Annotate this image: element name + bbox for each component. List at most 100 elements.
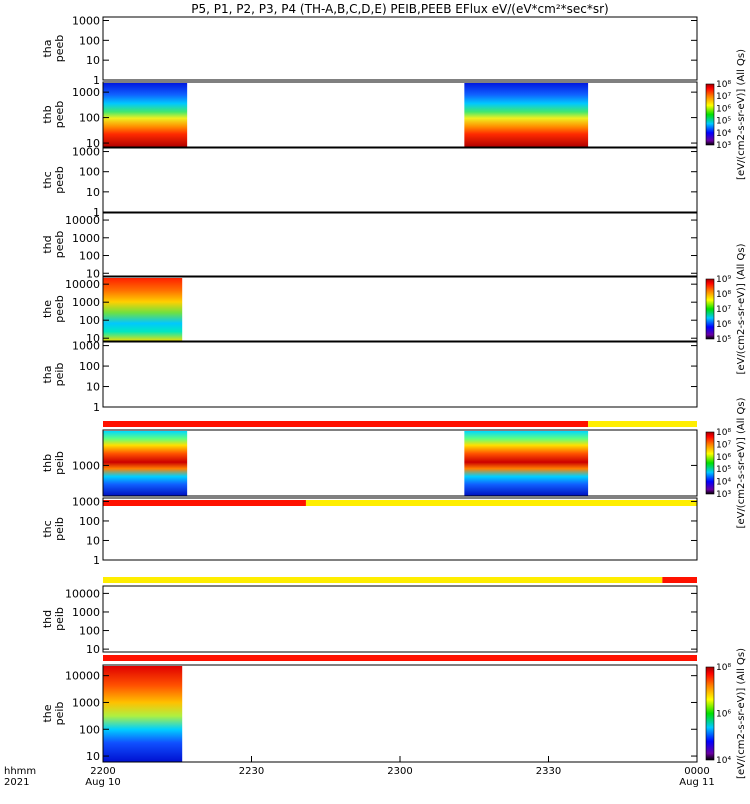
panels-layer: 1 10 100 1000 tha peeb 10 100 1000 thb peeb 10³ 10⁴ 1… bbox=[41, 14, 747, 778]
time-tick-date-1: Aug 10 bbox=[85, 777, 120, 788]
thepeib-label-line2: peib bbox=[53, 702, 66, 726]
panel-thbpeib: 1000 thb peib 10³ 10⁴ 10⁵ 10⁶ 10⁷ 10⁸ [eV/(cm2-s-… bbox=[41, 397, 747, 528]
thepeeb-colorbar-label-1: 10⁵ bbox=[716, 335, 731, 345]
thcpeeb-label-line2: peeb bbox=[53, 166, 66, 194]
thbpeib-label-line2: peib bbox=[53, 451, 66, 475]
thcpeib-quality-segment-2 bbox=[662, 577, 697, 583]
time-tick-label-1: 2200 bbox=[90, 766, 115, 777]
thepeib-frame bbox=[102, 664, 698, 763]
thbpeib-quality-segment-2 bbox=[305, 500, 697, 506]
thepeeb-colorbar-label-2: 10⁶ bbox=[716, 320, 731, 330]
thbpeib-label-line1: thb bbox=[41, 454, 54, 472]
thbpeib-frame bbox=[102, 429, 698, 497]
thapeeb-ytick-label-3: 100 bbox=[79, 34, 100, 47]
thcpeib-ytick-label-3: 100 bbox=[79, 515, 100, 528]
thdpeib-ytick-label-3: 1000 bbox=[72, 606, 100, 619]
thbpeeb-colorbar bbox=[705, 83, 715, 146]
thbpeib-colorbar-label-4: 10⁶ bbox=[716, 453, 731, 463]
thbpeeb-ytick-label-3: 1000 bbox=[72, 86, 100, 99]
thcpeeb-ytick-label-2: 10 bbox=[86, 186, 100, 199]
thdpeib-ytick-label-1: 10 bbox=[86, 643, 100, 656]
thbpeeb-colorbar-label-3: 10⁵ bbox=[716, 117, 731, 127]
thapeib-label-line1: tha bbox=[41, 365, 54, 383]
thepeeb-ytick-label-4: 10000 bbox=[65, 278, 100, 291]
thbpeeb-colorbar-label-5: 10⁷ bbox=[716, 92, 731, 102]
thapeeb-ytick-label-2: 10 bbox=[86, 54, 100, 67]
thapeib-label-line2: peib bbox=[53, 363, 66, 387]
thepeib-data-block-1 bbox=[103, 666, 183, 762]
thdpeib-ytick-label-2: 100 bbox=[79, 625, 100, 638]
thepeeb-colorbar-label-4: 10⁸ bbox=[716, 290, 731, 300]
thbpeib-ytick-label-1: 1000 bbox=[72, 459, 100, 472]
panel-thapeeb: 1 10 100 1000 tha peeb bbox=[41, 14, 698, 87]
thepeeb-ytick-label-3: 1000 bbox=[72, 296, 100, 309]
panel-thbpeeb: 10 100 1000 thb peeb 10³ 10⁴ 10⁵ 10⁶ 10⁷ 10⁸ [eV/(c… bbox=[41, 49, 747, 180]
thapeib-frame bbox=[102, 341, 698, 408]
thdpeeb-label-line2: peeb bbox=[53, 231, 66, 259]
thbpeib-quality-segment-1 bbox=[103, 500, 306, 506]
thepeib-colorbar-label-3: 10⁸ bbox=[716, 663, 731, 673]
thapeib-ytick-label-3: 100 bbox=[79, 360, 100, 373]
thepeeb-colorbar bbox=[705, 278, 715, 340]
thepeib-colorbar-label-1: 10⁴ bbox=[716, 756, 731, 766]
time-tick-label-2: 2230 bbox=[239, 766, 264, 777]
thdpeib-ytick-label-4: 10000 bbox=[65, 587, 100, 600]
time-axis-row2-label: 2021 bbox=[4, 777, 29, 788]
thbpeeb-colorbar-label-2: 10⁴ bbox=[716, 129, 731, 139]
thcpeib-frame bbox=[102, 497, 698, 561]
thcpeib-label-line1: thc bbox=[41, 520, 54, 537]
thbpeeb-colorbar-title: [eV/(cm2-s-sr-eV)] (All Qs) bbox=[736, 49, 747, 180]
thbpeeb-colorbar-label-4: 10⁶ bbox=[716, 104, 731, 114]
thepeib-colorbar-label-2: 10⁶ bbox=[716, 710, 731, 720]
thapeib-ytick-label-1: 1 bbox=[93, 401, 100, 414]
thdpeeb-ytick-label-3: 1000 bbox=[72, 232, 100, 245]
thdpeeb-frame bbox=[102, 212, 698, 277]
thdpeeb-ytick-label-2: 100 bbox=[79, 250, 100, 263]
thcpeeb-ytick-label-3: 100 bbox=[79, 166, 100, 179]
thcpeib-quality-segment-1 bbox=[103, 577, 663, 583]
thbpeeb-ytick-label-2: 100 bbox=[79, 112, 100, 125]
thepeeb-label-line2: peeb bbox=[53, 295, 66, 323]
thcpeib-ytick-label-4: 1000 bbox=[72, 495, 100, 508]
thdpeeb-ytick-label-4: 10000 bbox=[65, 214, 100, 227]
thapeib-quality-segment-1 bbox=[103, 421, 589, 427]
thepeib-colorbar-title: [eV/(cm2-s-sr-eV)] (All Qs) bbox=[736, 648, 747, 779]
thcpeib-label-line2: peib bbox=[53, 517, 66, 541]
thepeib-ytick-label-1: 10 bbox=[86, 750, 100, 763]
thbpeib-colorbar-title: [eV/(cm2-s-sr-eV)] (All Qs) bbox=[736, 397, 747, 528]
thdpeib-label-line1: thd bbox=[41, 610, 54, 628]
thepeib-label-line1: the bbox=[41, 704, 54, 722]
panel-thdpeeb: 10 100 1000 10000 thd peeb bbox=[41, 212, 698, 280]
thepeeb-colorbar-label-3: 10⁷ bbox=[716, 305, 731, 315]
thepeeb-colorbar-label-5: 10⁹ bbox=[716, 275, 731, 285]
panel-thapeib: 1 10 100 1000 tha peib bbox=[41, 340, 698, 427]
thapeib-ytick-label-4: 1000 bbox=[72, 340, 100, 353]
thbpeeb-colorbar-label-1: 10³ bbox=[716, 141, 731, 151]
thcpeeb-frame bbox=[102, 147, 698, 213]
panel-thepeib: 10 100 1000 10000 the peib 10⁴ 10⁶ 10⁸ [eV/(cm2-s… bbox=[41, 648, 747, 779]
thbpeib-colorbar-label-5: 10⁷ bbox=[716, 440, 731, 450]
thapeib-quality-segment-2 bbox=[588, 421, 697, 427]
thdpeib-label-line2: peib bbox=[53, 607, 66, 631]
time-tick-label-4: 2330 bbox=[536, 766, 561, 777]
thepeeb-colorbar-title: [eV/(cm2-s-sr-eV)] (All Qs) bbox=[736, 243, 747, 374]
thapeeb-label-line2: peeb bbox=[53, 35, 66, 63]
thbpeib-data-block-1 bbox=[103, 431, 188, 496]
thepeib-colorbar bbox=[705, 666, 715, 761]
panel-thcpeib: 1 10 100 1000 thc peib bbox=[41, 495, 698, 583]
thbpeeb-frame bbox=[102, 81, 698, 148]
time-tick-label-3: 2300 bbox=[387, 766, 412, 777]
thdpeib-frame bbox=[102, 585, 698, 653]
thcpeeb-label-line1: thc bbox=[41, 171, 54, 188]
thepeeb-frame bbox=[102, 276, 698, 342]
thdpeib-quality-segment-1 bbox=[103, 655, 697, 661]
thbpeeb-data-block-2 bbox=[464, 83, 589, 147]
thepeeb-ytick-label-1: 10 bbox=[86, 332, 100, 345]
thapeeb-frame bbox=[102, 16, 698, 81]
panel-thepeeb: 10 100 1000 10000 the peeb 10⁵ 10⁶ 10⁷ 10⁸ 10⁹ [eV/… bbox=[41, 243, 747, 374]
thapeeb-ytick-label-1: 1 bbox=[93, 74, 100, 87]
thepeeb-data-block-1 bbox=[103, 278, 183, 341]
thbpeib-colorbar-label-6: 10⁸ bbox=[716, 428, 731, 438]
thbpeib-colorbar-label-2: 10⁴ bbox=[716, 478, 731, 488]
